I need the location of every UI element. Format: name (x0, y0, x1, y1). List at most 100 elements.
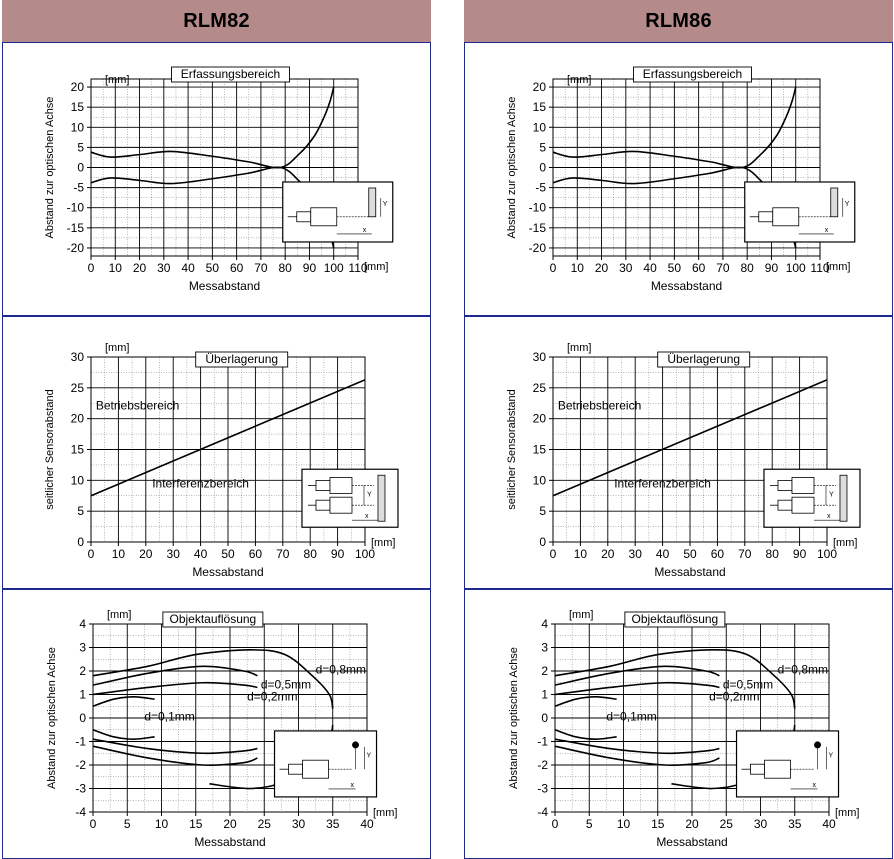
chart-title-box (624, 611, 726, 628)
target-wire (352, 741, 360, 749)
sensor-head (791, 477, 815, 494)
sensor-body (315, 480, 331, 491)
y-tick-label: 20 (533, 80, 547, 94)
y-tick-label: 1 (79, 688, 86, 702)
x-tick-label: 80 (766, 547, 780, 561)
y-tick-label: 3 (541, 641, 548, 655)
y-tick-label: -15 (529, 221, 547, 235)
y-unit: [mm] (105, 342, 129, 354)
sensor-body (288, 763, 303, 775)
y-unit: [mm] (107, 609, 131, 621)
series-line (92, 665, 258, 686)
y-tick-label: -2 (75, 758, 86, 772)
panel-detection-right: 0 10 20 30 40 50 60 70 80 90 100 110 -20 -15 -10 -5 0 5 10… (464, 42, 893, 316)
y-tick-label: 10 (533, 473, 547, 487)
y-tick-label: -15 (67, 221, 85, 235)
x-tick-label: 70 (254, 261, 268, 275)
x-tick-label: 5 (586, 817, 593, 831)
chart-title: Objektauflösung (170, 612, 257, 626)
dimension-x-label: x (363, 227, 367, 234)
y-tick-label: -10 (529, 201, 547, 215)
x-tick-label: 50 (206, 261, 220, 275)
x-tick-label: 0 (88, 547, 95, 561)
x-tick-label: 90 (303, 261, 317, 275)
y-tick-label: -1 (75, 735, 86, 749)
y-tick-label: -3 (75, 782, 86, 796)
x-tick-label: 70 (716, 261, 730, 275)
sensor-head (310, 207, 338, 227)
y-tick-label: 0 (77, 535, 84, 549)
x-tick-label: 20 (601, 547, 615, 561)
series-line (92, 649, 334, 709)
series-line (92, 681, 258, 696)
y-tick-label: 5 (539, 140, 546, 154)
overlay-chart: 0 10 20 30 40 50 60 70 80 90 100 0 5 10 15 20 25 30 [mm] [m… (44, 342, 399, 579)
chart-title: Überlagerung (205, 352, 278, 366)
chart-title-box (162, 611, 264, 628)
label-d05: d=0,5mm (261, 678, 311, 692)
x-tick-label: 30 (619, 261, 633, 275)
region-label-upper: Betriebsbereich (96, 398, 179, 412)
sensor-head (791, 496, 815, 514)
y-tick-label: -5 (535, 181, 546, 195)
x-tick-label: 35 (326, 817, 340, 831)
x-tick-label: 60 (230, 261, 244, 275)
x-tick-label: 0 (550, 261, 557, 275)
x-unit: [mm] (826, 261, 850, 273)
chart-title: Überlagerung (667, 352, 740, 366)
y-unit: [mm] (567, 342, 591, 354)
y-tick-label: 20 (533, 412, 547, 426)
detection-chart: 0 10 20 30 40 50 60 70 80 90 100 110 -20 -15 -10 -5 0 5 10… (44, 66, 394, 293)
y-tick-label: 15 (533, 443, 547, 457)
y-tick-label: 30 (533, 350, 547, 364)
y-tick-label: 0 (77, 161, 84, 175)
x-tick-label: 15 (189, 817, 203, 831)
series-line (554, 738, 720, 755)
y-axis-title: Abstand zur optischen Achse (508, 647, 520, 789)
series-line (554, 665, 720, 686)
setup-sketch: Yx (763, 468, 861, 528)
dimension-y-label: Y (367, 491, 372, 498)
detection-chart: 0 10 20 30 40 50 60 70 80 90 100 110 -20 -15 -10 -5 0 5 10… (506, 66, 856, 293)
x-tick-label: 0 (90, 817, 97, 831)
x-tick-label: 100 (786, 261, 806, 275)
y-unit: [mm] (567, 74, 591, 86)
x-tick-label: 35 (788, 817, 802, 831)
x-tick-label: 20 (685, 817, 699, 831)
x-unit: [mm] (833, 537, 857, 549)
x-unit: [mm] (371, 537, 395, 549)
x-tick-label: 20 (139, 547, 153, 561)
chart-title-box (657, 351, 751, 368)
dimension-y-label: Y (845, 201, 850, 208)
panel-overlay-left: 0 10 20 30 40 50 60 70 80 90 100 0 5 10 15 20 25 30 [mm] [m… (2, 316, 431, 589)
sensor-body (758, 211, 774, 223)
y-tick-label: -3 (537, 782, 548, 796)
label-d05: d=0,5mm (723, 678, 773, 692)
x-tick-label: 100 (355, 547, 375, 561)
right-column: RLM86 0 10 20 30 40 50 60 70 80 90 100 110 -20 -15 -10… (464, 0, 893, 859)
x-tick-label: 90 (793, 547, 807, 561)
y-tick-label: 4 (541, 617, 548, 631)
x-axis-title: Messabstand (189, 279, 260, 293)
series-line (552, 379, 828, 497)
y-tick-label: -10 (67, 201, 85, 215)
x-tick-label: 40 (643, 261, 657, 275)
y-tick-label: 0 (541, 711, 548, 725)
y-tick-label: 2 (541, 664, 548, 678)
x-tick-label: 25 (258, 817, 272, 831)
y-tick-label: 10 (71, 473, 85, 487)
y-tick-label: 3 (79, 641, 86, 655)
x-tick-label: 50 (221, 547, 235, 561)
y-axis-title: seitlicher Sensorabstand (44, 389, 56, 509)
header-rlm86: RLM86 (464, 0, 893, 42)
panel-overlay-right: 0 10 20 30 40 50 60 70 80 90 100 0 5 10 15 20 25 30 [mm] [m… (464, 316, 893, 589)
panel-detection-left: 0 10 20 30 40 50 60 70 80 90 100 110 -20 -15 -10 -5 0 5 10… (2, 42, 431, 316)
x-tick-label: 110 (348, 261, 367, 275)
panel-resolution-left: 0 5 10 15 20 25 30 35 40 -4 -3 -2 -1 0 1 2 3 4 [mm] [mm] Mes… (2, 589, 431, 859)
y-tick-label: 10 (71, 120, 85, 134)
y-tick-label: 0 (539, 161, 546, 175)
x-tick-label: 50 (668, 261, 682, 275)
sensor-body (296, 211, 312, 223)
x-tick-label: 30 (754, 817, 768, 831)
x-tick-label: 10 (112, 547, 126, 561)
